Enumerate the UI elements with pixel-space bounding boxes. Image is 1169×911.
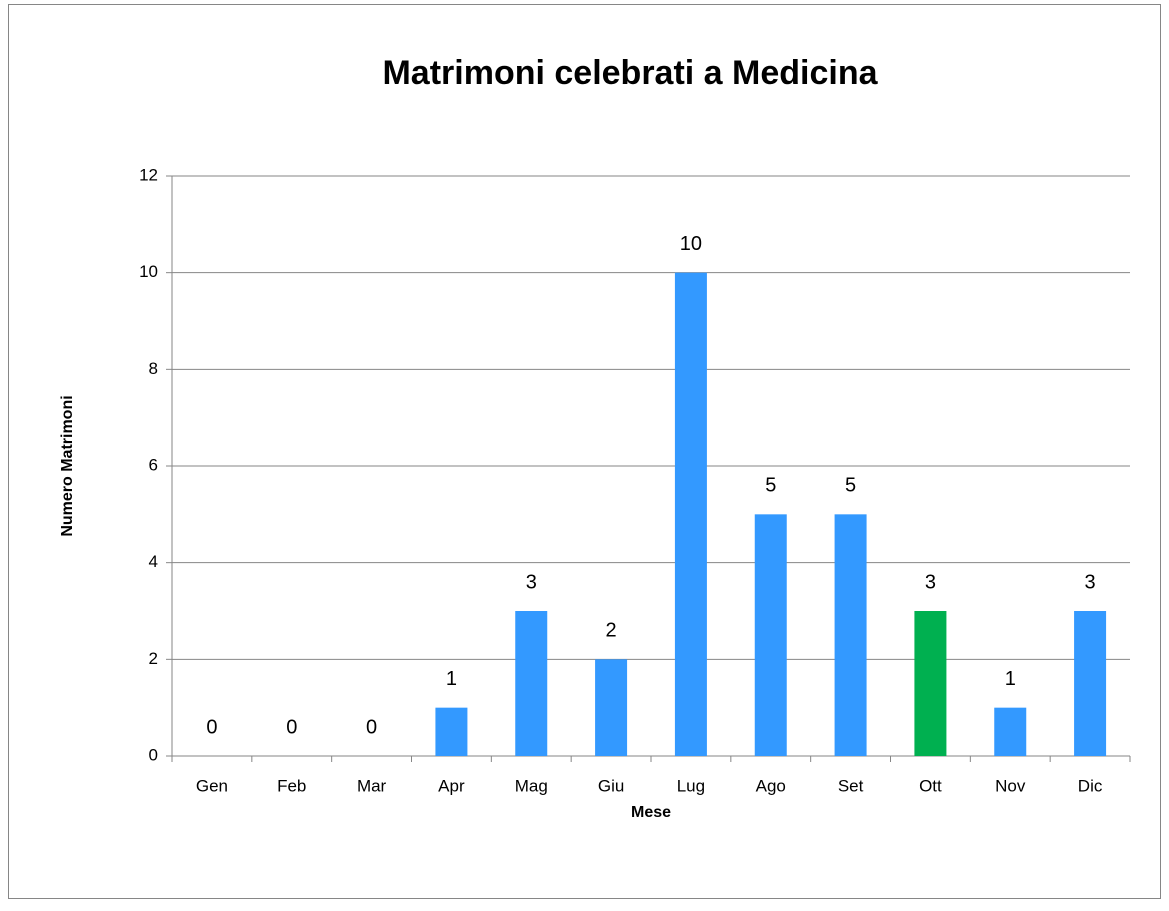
y-axis-title: Numero Matrimoni (59, 395, 76, 536)
data-label: 5 (845, 475, 856, 497)
y-tick-label: 6 (149, 455, 158, 474)
bar (754, 514, 787, 756)
y-tick-label: 4 (149, 552, 158, 571)
x-tick-label: Gen (196, 776, 228, 795)
data-label: 2 (606, 620, 617, 642)
chart-frame (8, 4, 1161, 899)
bar (834, 514, 867, 756)
y-tick-label: 2 (149, 649, 158, 668)
data-label: 0 (366, 716, 377, 738)
data-label: 1 (1005, 668, 1016, 690)
y-tick-label: 10 (139, 262, 158, 281)
bar (595, 659, 628, 756)
y-tick-label: 8 (149, 359, 158, 378)
bar (515, 611, 548, 756)
x-tick-label: Feb (277, 776, 306, 795)
data-label: 1 (446, 668, 457, 690)
bar (914, 611, 947, 756)
x-tick-label: Lug (677, 776, 705, 795)
y-tick-label: 0 (149, 745, 158, 764)
data-label: 3 (925, 571, 936, 593)
data-label: 0 (206, 716, 217, 738)
chart-title: Matrimoni celebrati a Medicina (382, 54, 878, 92)
x-tick-label: Ott (919, 776, 942, 795)
x-tick-label: Set (838, 776, 864, 795)
x-tick-label: Ago (756, 776, 786, 795)
data-label: 3 (526, 571, 537, 593)
data-label: 3 (1085, 571, 1096, 593)
data-label: 5 (765, 475, 776, 497)
x-tick-label: Apr (438, 776, 465, 795)
x-axis-title: Mese (631, 804, 671, 821)
x-tick-label: Mag (515, 776, 548, 795)
bar (994, 707, 1027, 756)
data-label: 10 (680, 233, 702, 255)
x-tick-label: Dic (1078, 776, 1103, 795)
x-tick-label: Mar (357, 776, 387, 795)
x-tick-label: Giu (598, 776, 624, 795)
x-tick-label: Nov (995, 776, 1026, 795)
bar (1074, 611, 1107, 756)
bar (674, 272, 707, 756)
y-tick-label: 12 (139, 165, 158, 184)
bar (435, 707, 468, 756)
data-label: 0 (286, 716, 297, 738)
